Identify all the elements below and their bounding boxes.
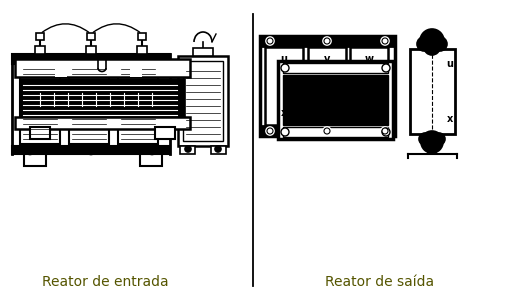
Bar (30, 127, 50, 139)
Bar (260, 126, 395, 136)
Circle shape (87, 146, 95, 155)
Bar (86, 46, 96, 54)
Bar (87, 33, 95, 40)
Bar (24, 154, 46, 166)
Bar (178, 56, 228, 146)
Text: Y: Y (323, 108, 331, 118)
Bar (428, 142, 436, 154)
Circle shape (323, 127, 331, 135)
Bar (15, 59, 190, 77)
Circle shape (381, 127, 389, 135)
Bar (265, 47, 303, 125)
Bar (260, 36, 395, 136)
Bar (283, 63, 388, 73)
Bar (69, 64, 109, 144)
Text: x: x (447, 114, 453, 124)
Circle shape (266, 37, 274, 45)
Circle shape (433, 133, 445, 145)
Bar (137, 46, 147, 54)
Text: v: v (324, 54, 330, 64)
Circle shape (417, 37, 431, 51)
Circle shape (421, 131, 443, 153)
Bar (130, 67, 142, 77)
Circle shape (215, 146, 221, 152)
Circle shape (324, 38, 330, 44)
Bar (211, 146, 226, 154)
Circle shape (433, 37, 447, 51)
Bar (118, 64, 158, 144)
Text: w: w (365, 54, 374, 64)
Text: u: u (447, 59, 453, 69)
Circle shape (323, 37, 331, 45)
Bar (283, 127, 388, 137)
Circle shape (266, 127, 274, 135)
Circle shape (324, 128, 330, 134)
Circle shape (382, 64, 390, 72)
Circle shape (281, 64, 289, 72)
Bar (138, 33, 146, 40)
Circle shape (25, 146, 34, 155)
Bar (283, 75, 388, 125)
Circle shape (419, 133, 431, 145)
Bar (36, 33, 44, 40)
Circle shape (382, 128, 388, 134)
Circle shape (267, 128, 273, 134)
Bar (20, 64, 60, 144)
Text: x: x (281, 108, 287, 118)
Circle shape (267, 38, 273, 44)
Bar (20, 79, 185, 119)
Bar (308, 47, 346, 125)
Bar (410, 49, 455, 134)
Circle shape (185, 146, 191, 152)
Bar (180, 146, 195, 154)
Bar (155, 127, 175, 139)
Circle shape (420, 29, 444, 53)
Circle shape (424, 39, 440, 55)
Bar (193, 48, 213, 56)
Bar (260, 36, 395, 46)
Circle shape (381, 37, 389, 45)
Text: u: u (280, 54, 287, 64)
Bar (140, 154, 162, 166)
Bar (35, 46, 45, 54)
Bar (12, 146, 170, 154)
Circle shape (148, 146, 157, 155)
Bar (12, 54, 170, 64)
Bar (15, 117, 190, 129)
Bar (55, 67, 67, 77)
Circle shape (281, 128, 289, 136)
Bar (183, 61, 223, 141)
Bar (278, 61, 393, 139)
Text: Z: Z (366, 108, 373, 118)
Text: Reator de entrada: Reator de entrada (42, 275, 168, 289)
Circle shape (382, 128, 390, 136)
Bar (350, 47, 388, 125)
Circle shape (382, 38, 388, 44)
Text: Reator de saída: Reator de saída (325, 275, 434, 289)
